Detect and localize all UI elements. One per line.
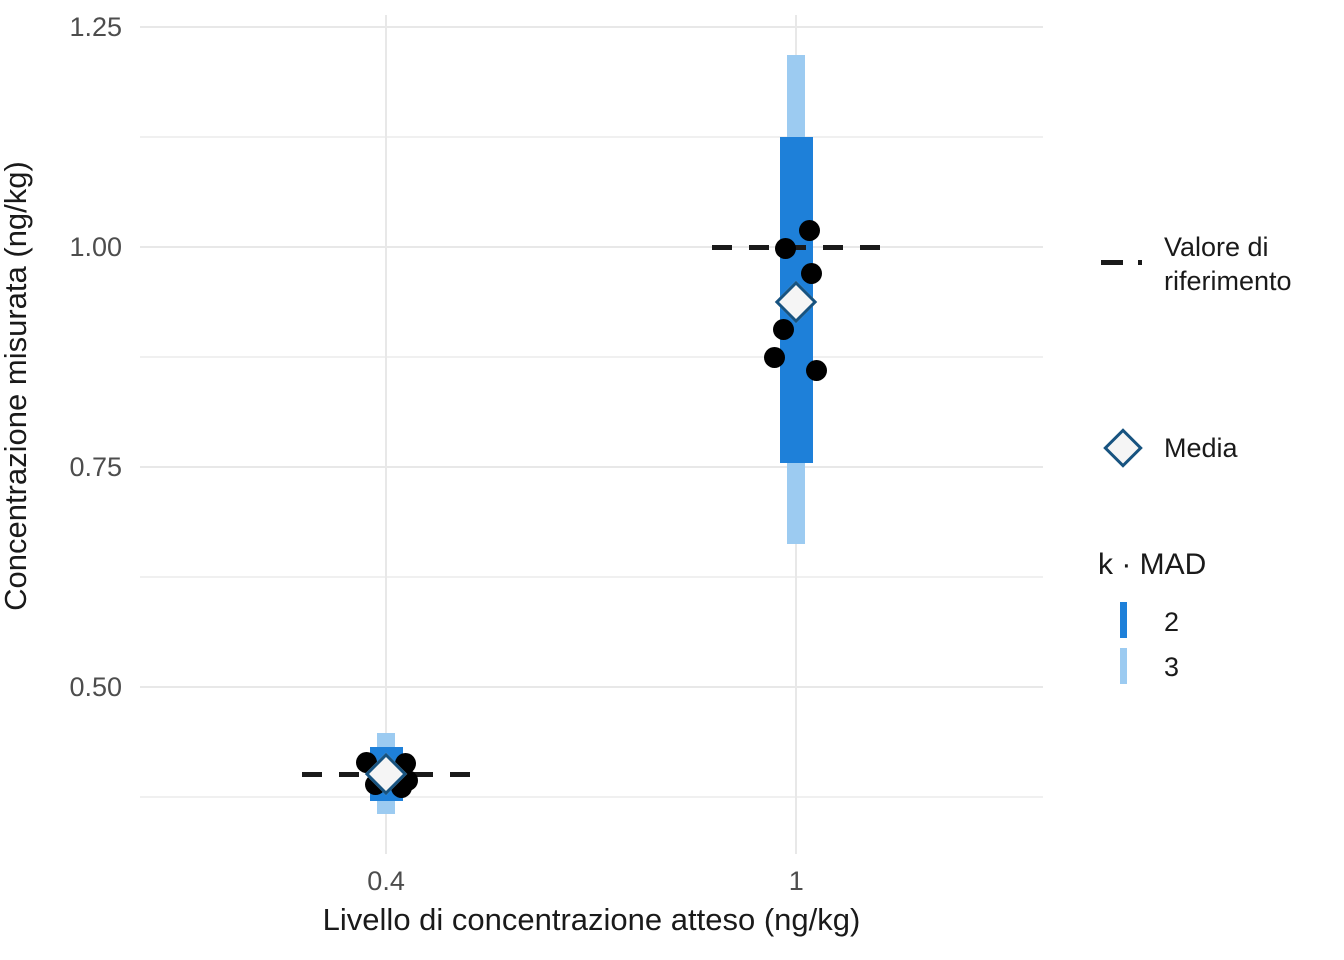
y-tick-label: 1.25 bbox=[69, 12, 122, 43]
x-major-gridline bbox=[385, 15, 388, 854]
measurement-point bbox=[801, 263, 823, 285]
k2-bar-icon bbox=[1120, 602, 1127, 638]
legend-k3-label: 3 bbox=[1164, 652, 1180, 682]
legend-mean-label: Media bbox=[1164, 433, 1238, 463]
x-tick-label: 0.4 bbox=[367, 866, 405, 896]
mean-diamond-icon bbox=[1103, 428, 1143, 468]
x-axis-title: Livello di concentrazione atteso (ng/kg) bbox=[322, 902, 861, 937]
measurement-point bbox=[798, 219, 820, 241]
k3-bar-icon bbox=[1120, 648, 1127, 684]
y-minor-gridline bbox=[140, 136, 1043, 138]
y-tick-label: 1.00 bbox=[69, 232, 122, 263]
y-major-gridline bbox=[140, 466, 1043, 469]
y-minor-gridline bbox=[140, 796, 1043, 798]
plot-panel bbox=[140, 15, 1043, 854]
measurement-point bbox=[774, 238, 796, 260]
legend-k2-label: 2 bbox=[1164, 607, 1180, 637]
y-tick-label: 0.75 bbox=[69, 452, 122, 483]
y-major-gridline bbox=[140, 26, 1043, 29]
legend-kmad-title: k · MAD bbox=[1098, 548, 1207, 581]
y-tick-label: 0.50 bbox=[69, 671, 122, 702]
legend-reference-label: Valore di riferimento bbox=[1164, 232, 1292, 296]
measurement-point bbox=[763, 347, 785, 369]
reference-value-line bbox=[712, 244, 881, 250]
y-major-gridline bbox=[140, 685, 1043, 688]
reference-dashed-line-icon bbox=[1101, 260, 1142, 265]
y-minor-gridline bbox=[140, 356, 1043, 358]
measurement-point bbox=[773, 319, 795, 341]
y-axis-title: Concentrazione misurata (ng/kg) bbox=[0, 161, 33, 611]
y-major-gridline bbox=[140, 246, 1043, 249]
legend: Valore di riferimento Media k · MAD 2 3 bbox=[1096, 0, 1344, 960]
measurement-point bbox=[805, 359, 827, 381]
y-minor-gridline bbox=[140, 576, 1043, 578]
x-tick-label: 1 bbox=[788, 866, 804, 896]
